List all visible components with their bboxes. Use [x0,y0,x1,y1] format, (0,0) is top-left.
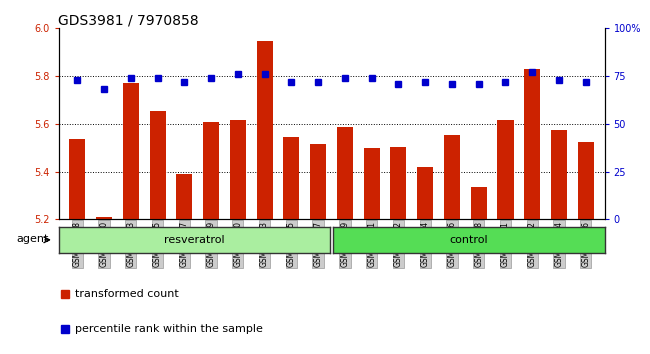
Bar [150,111,166,219]
Text: resveratrol: resveratrol [164,235,224,245]
Bar [69,139,85,219]
Bar [257,41,272,219]
Bar [337,127,353,219]
Bar [363,148,380,219]
Bar [391,147,406,219]
Bar [497,120,514,219]
Bar [578,142,594,219]
Bar [310,144,326,219]
Text: transformed count: transformed count [75,289,179,299]
Text: agent: agent [16,234,48,244]
Text: percentile rank within the sample: percentile rank within the sample [75,324,263,334]
Bar [551,130,567,219]
Text: control: control [450,235,488,245]
Bar [417,167,433,219]
Bar [123,83,139,219]
Bar [524,69,540,219]
Bar [471,187,487,219]
Text: GDS3981 / 7970858: GDS3981 / 7970858 [58,13,199,27]
Bar [444,135,460,219]
Bar [203,121,219,219]
Bar [230,120,246,219]
Bar [176,174,192,219]
Bar [283,137,300,219]
Bar [96,217,112,219]
